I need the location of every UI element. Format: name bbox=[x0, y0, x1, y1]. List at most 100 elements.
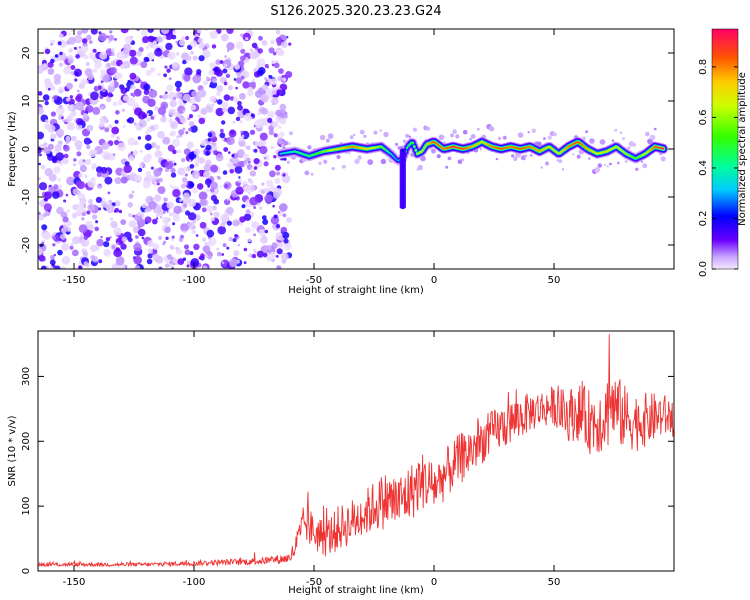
noise-blob bbox=[77, 181, 86, 190]
noise-blob bbox=[66, 122, 76, 131]
noise-blob bbox=[100, 69, 106, 75]
noise-blob bbox=[211, 103, 215, 107]
ridge-cell bbox=[440, 146, 443, 149]
noise-blob bbox=[50, 133, 57, 140]
ridge-cell bbox=[293, 150, 296, 153]
noise-blob bbox=[222, 170, 228, 175]
noise-blob bbox=[251, 49, 256, 54]
noise-blob bbox=[129, 56, 138, 65]
halo-blob bbox=[497, 136, 502, 141]
noise-blob bbox=[185, 35, 190, 41]
noise-blob bbox=[202, 245, 211, 254]
ridge-cell bbox=[280, 152, 283, 155]
halo-blob bbox=[319, 134, 326, 141]
noise-blob bbox=[145, 134, 152, 141]
noise-blob bbox=[78, 173, 84, 179]
halo-blob bbox=[450, 133, 454, 138]
ridge-cell bbox=[453, 146, 456, 148]
figure-title: S126.2025.320.23.23.G24 bbox=[270, 4, 441, 19]
ridge-cell bbox=[594, 152, 597, 155]
noise-blob bbox=[179, 39, 186, 46]
noise-blob bbox=[207, 184, 211, 188]
noise-blob bbox=[189, 251, 194, 256]
spectrogram-y-label: Frequency (Hz) bbox=[7, 111, 18, 187]
noise-blob bbox=[181, 98, 185, 102]
noise-blob bbox=[215, 153, 224, 162]
ridge-cell bbox=[619, 148, 622, 151]
noise-blob bbox=[237, 100, 242, 106]
halo-blob bbox=[611, 139, 615, 142]
noise-blob bbox=[228, 129, 237, 138]
noise-blob bbox=[234, 166, 243, 174]
noise-blob bbox=[94, 226, 99, 232]
noise-blob bbox=[189, 164, 195, 169]
noise-blob bbox=[38, 91, 43, 96]
halo-blob bbox=[438, 134, 445, 141]
noise-blob bbox=[139, 149, 143, 153]
ridge-cell bbox=[312, 153, 315, 156]
snr-series-line bbox=[38, 334, 674, 568]
halo-blob bbox=[445, 165, 449, 169]
halo-blob bbox=[354, 158, 360, 165]
ridge-cell bbox=[499, 147, 502, 150]
noise-blob bbox=[149, 125, 155, 130]
ridge-cell bbox=[430, 141, 433, 144]
noise-blob bbox=[231, 154, 235, 158]
noise-blob bbox=[285, 71, 293, 78]
ridge-cell bbox=[289, 151, 292, 154]
noise-blob bbox=[166, 84, 174, 92]
ridge-cell bbox=[469, 146, 472, 149]
noise-blob bbox=[53, 95, 58, 100]
colorbar-axes: 0.0 0.2 0.4 0.6 0.8 bbox=[698, 59, 738, 277]
noise-blob bbox=[52, 191, 60, 199]
noise-blob bbox=[233, 96, 239, 103]
noise-blob bbox=[247, 238, 252, 243]
ridge-cell bbox=[651, 147, 653, 150]
noise-blob bbox=[237, 60, 245, 67]
noise-blob bbox=[75, 95, 82, 102]
halo-blob bbox=[408, 135, 411, 138]
ridge-cell bbox=[580, 143, 583, 146]
noise-blob bbox=[265, 79, 268, 83]
colorbar: 0.0 0.2 0.4 0.6 0.8 Normalized spectral ampl… bbox=[698, 28, 748, 277]
ridge-cell bbox=[387, 151, 390, 153]
noise-blob bbox=[80, 238, 90, 247]
noise-blob bbox=[243, 261, 247, 264]
noise-blob bbox=[44, 123, 50, 130]
noise-blob bbox=[108, 199, 112, 204]
noise-blob bbox=[213, 211, 220, 218]
noise-blob bbox=[190, 125, 198, 133]
noise-blob bbox=[237, 104, 243, 111]
noise-blob bbox=[73, 68, 82, 77]
noise-blob bbox=[188, 212, 197, 221]
noise-blob bbox=[100, 80, 104, 83]
noise-blob bbox=[221, 101, 229, 109]
ridge-cell bbox=[334, 148, 336, 151]
ridge-cell bbox=[583, 145, 586, 148]
noise-blob bbox=[51, 98, 55, 102]
noise-blob bbox=[172, 222, 176, 226]
ridge-cell bbox=[501, 147, 504, 150]
noise-blob bbox=[86, 144, 91, 150]
ridge-cell bbox=[524, 146, 527, 149]
noise-blob bbox=[251, 229, 254, 232]
halo-blob bbox=[517, 132, 524, 138]
noise-blob bbox=[65, 97, 71, 102]
ridge-cell bbox=[381, 146, 384, 149]
noise-blob bbox=[148, 174, 153, 180]
noise-blob bbox=[204, 242, 208, 246]
halo-blob bbox=[304, 170, 310, 176]
ridge-cell bbox=[645, 152, 648, 155]
noise-blob bbox=[138, 47, 144, 53]
y-tick-label: 100 bbox=[21, 497, 32, 516]
noise-blob bbox=[249, 180, 254, 184]
noise-blob bbox=[141, 236, 145, 240]
noise-blob bbox=[84, 68, 93, 77]
noise-blob bbox=[49, 259, 56, 266]
ridge-cell bbox=[305, 154, 308, 157]
noise-blob bbox=[173, 205, 182, 214]
noise-blob bbox=[204, 178, 212, 186]
spike-core bbox=[401, 149, 405, 153]
ridge-cell bbox=[548, 146, 551, 148]
halo-blob bbox=[480, 148, 482, 151]
